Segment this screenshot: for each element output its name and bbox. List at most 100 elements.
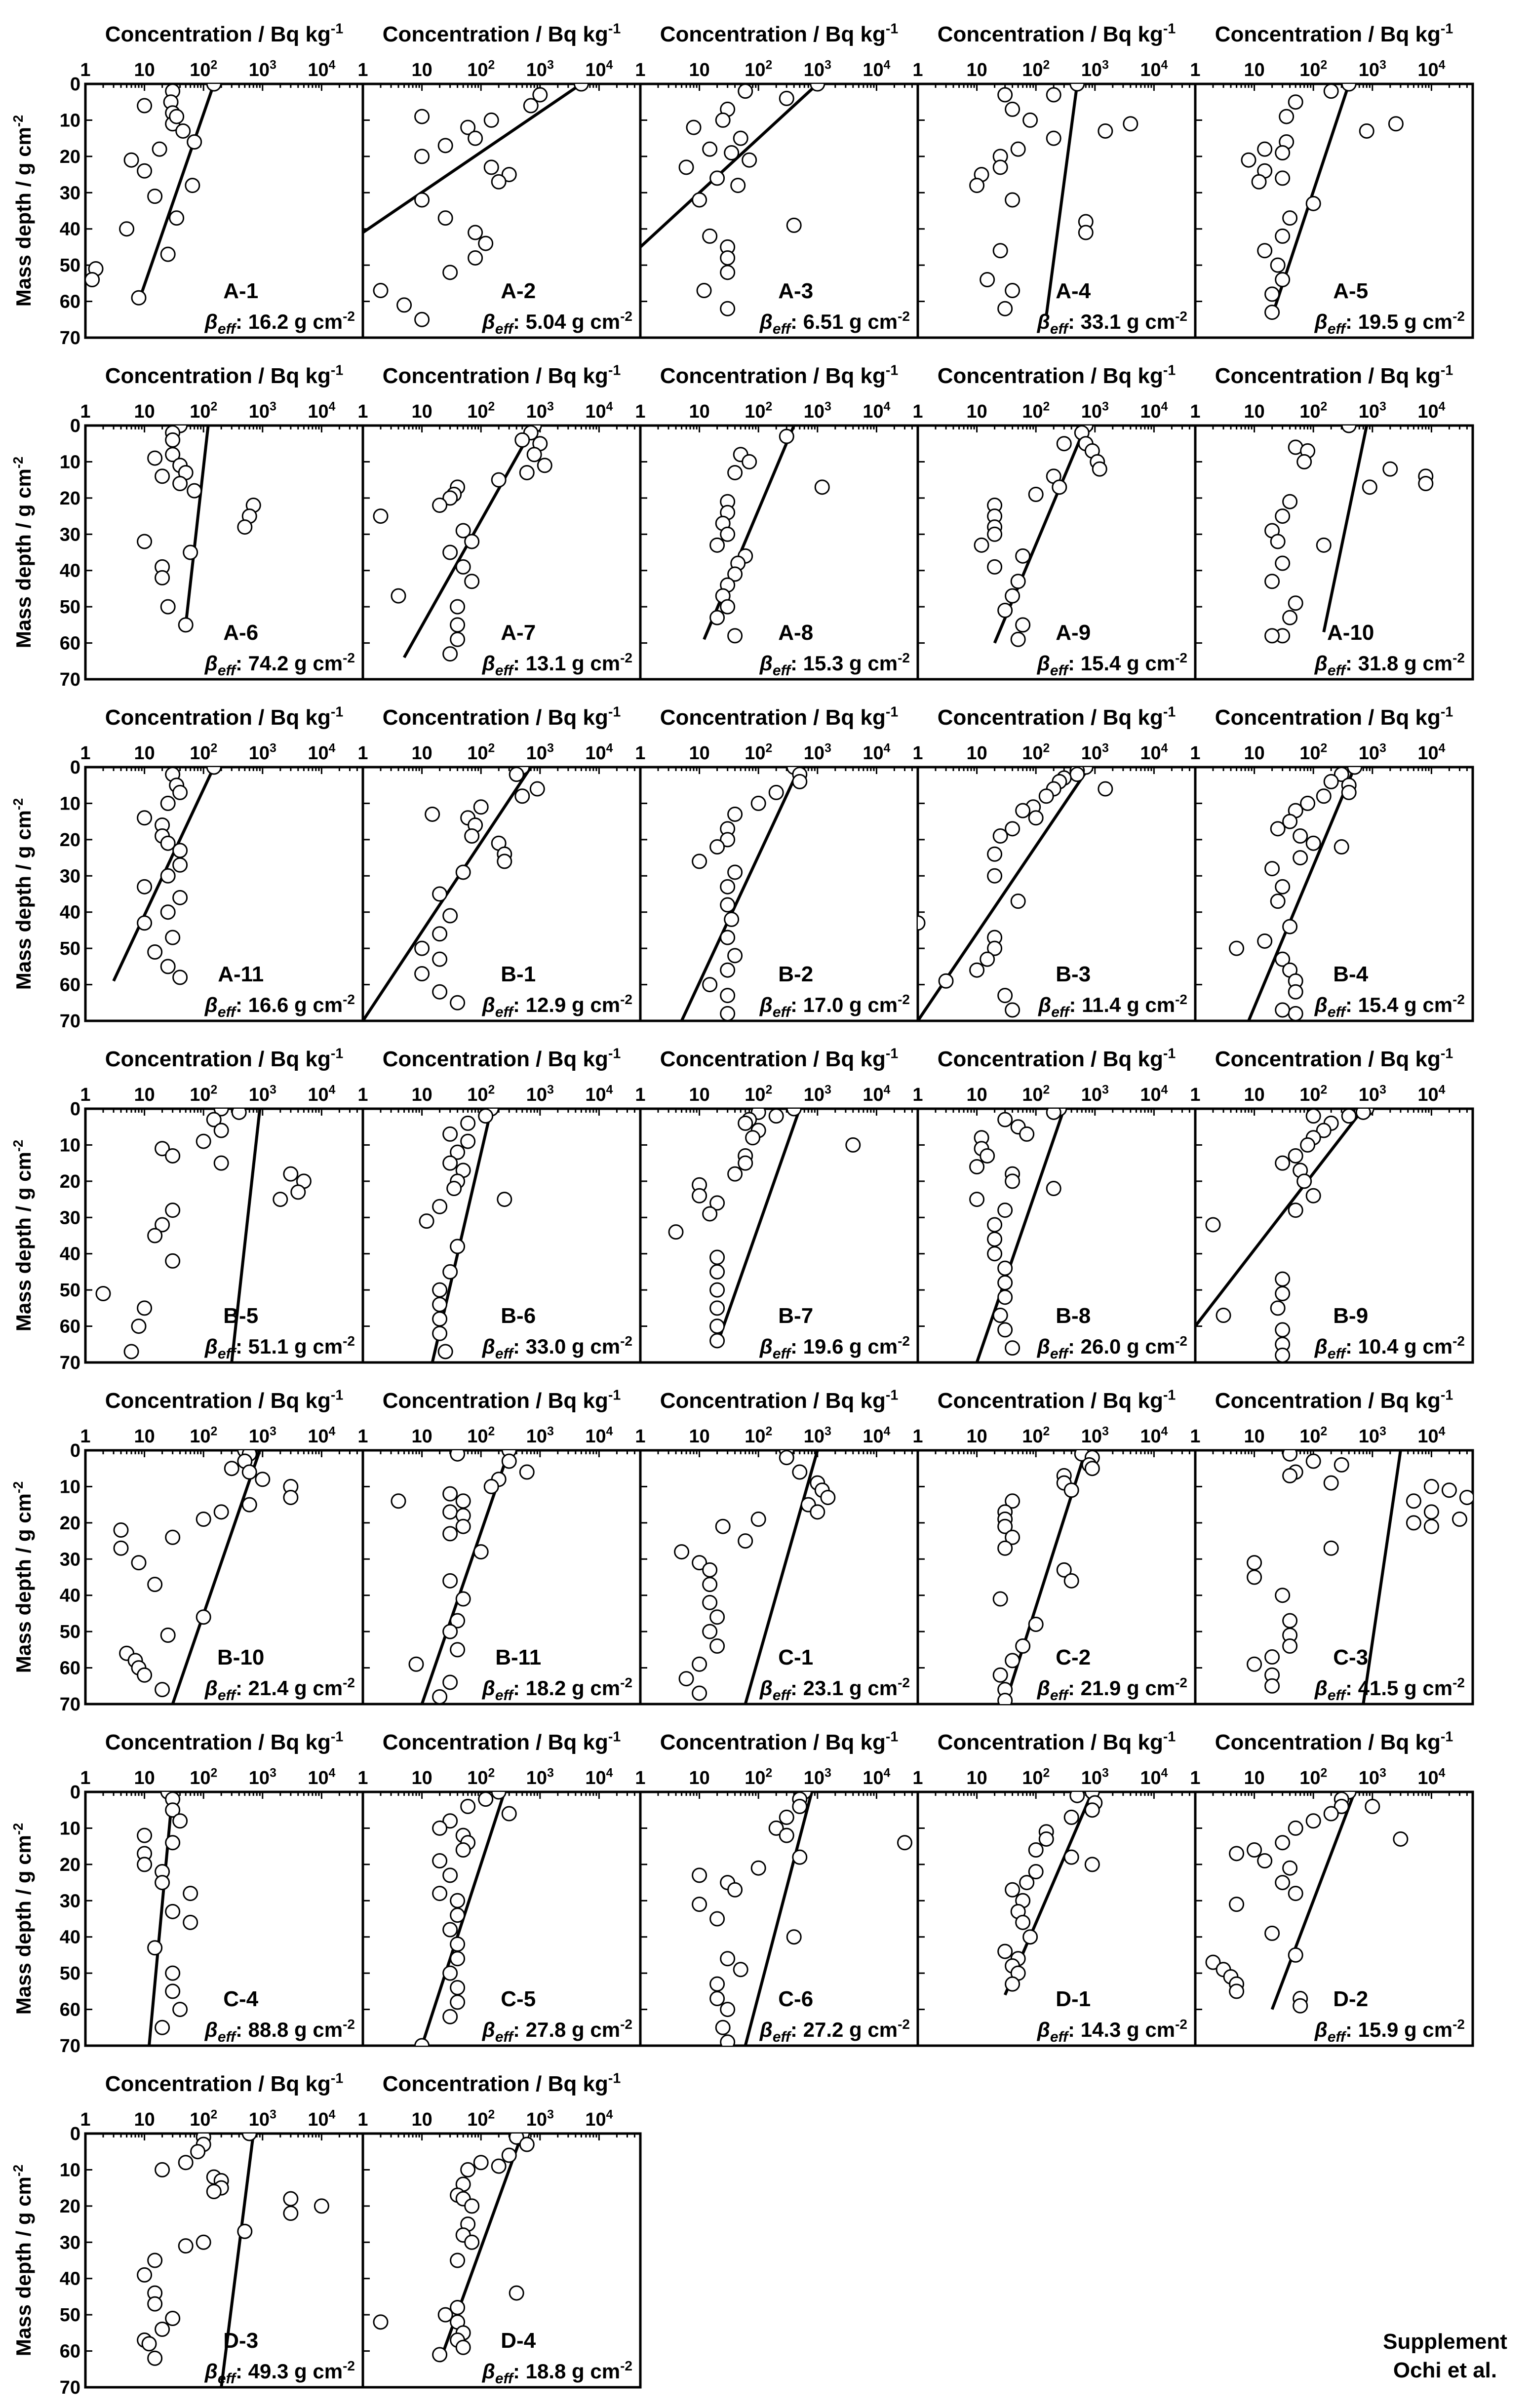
data-point [442, 2009, 458, 2024]
data-point [1296, 1173, 1312, 1189]
data-point [1205, 1954, 1221, 1970]
data-point [997, 1540, 1013, 1556]
data-point [419, 1213, 434, 1229]
y-tick-label: 50 [60, 1622, 80, 1642]
panel-name: B-8 [1056, 1304, 1091, 1328]
data-point [702, 1624, 718, 1639]
data-point [720, 526, 736, 542]
data-point [1270, 1300, 1286, 1316]
data-point [165, 1203, 181, 1218]
x-tick-label: 103 [804, 1084, 831, 1105]
data-point [779, 1809, 794, 1825]
x-tick-label: 103 [526, 742, 554, 764]
data-point [1038, 1831, 1054, 1847]
data-point [147, 2296, 163, 2312]
data-point [702, 1206, 718, 1222]
x-tick-label: 103 [1081, 1767, 1109, 1788]
data-point [992, 159, 1008, 175]
fit-line [148, 1792, 174, 2046]
data-point [702, 1594, 718, 1610]
fit-line [703, 426, 795, 640]
y-tick-label: 70 [60, 1353, 80, 1373]
data-point [987, 940, 1003, 956]
plot-frame [361, 2132, 642, 2389]
x-tick-label: 103 [804, 1425, 831, 1447]
data-point [1282, 814, 1298, 829]
beta-eff-label: βeff: 16.6 g cm-2 [204, 992, 355, 1020]
data-point [1365, 1798, 1380, 1814]
data-point [290, 1184, 306, 1200]
data-point [727, 1882, 743, 1898]
x-tick-label: 1 [80, 1085, 90, 1105]
data-point [987, 868, 1003, 884]
data-point [1257, 933, 1273, 949]
data-point [160, 835, 176, 851]
data-point [131, 1319, 147, 1334]
data-point [442, 490, 458, 506]
fit-line [230, 1109, 262, 1362]
fit-line [184, 426, 210, 625]
data-point [137, 915, 153, 931]
panel-b-2: 1 10 102 103 104 Concentration / Bq kg-1 B-2 βe… [635, 704, 919, 1022]
data-point [113, 1540, 129, 1556]
x-tick-label: 1 [357, 60, 368, 80]
x-tick-label: 10 [966, 60, 987, 80]
data-point [437, 2307, 453, 2323]
x-tick-label: 102 [1022, 1425, 1050, 1447]
x-tick-label: 103 [526, 1767, 554, 1788]
data-point [1015, 1914, 1031, 1930]
x-tick-label: 1 [635, 1085, 645, 1105]
data-point [709, 1319, 725, 1334]
data-point [768, 1109, 784, 1124]
data-point [1005, 1002, 1020, 1018]
panel-name: D-4 [501, 2329, 536, 2353]
data-point [792, 1464, 808, 1480]
data-point [172, 1813, 188, 1829]
data-point [720, 988, 736, 1004]
x-axis-label: Concentration / Bq kg-1 [105, 1729, 344, 1754]
data-point [692, 1656, 707, 1672]
beta-eff-label: βeff: 21.4 g cm-2 [204, 1675, 355, 1704]
data-point [709, 1991, 725, 2007]
panel-name: C-6 [778, 1987, 813, 2011]
data-point [396, 297, 412, 313]
data-point [165, 1253, 181, 1269]
x-axis-label: Concentration / Bq kg-1 [660, 1046, 899, 1071]
fit-line [744, 1450, 819, 1704]
data-point [709, 1333, 725, 1349]
y-tick-label: 60 [60, 2000, 80, 2020]
panel-name: D-2 [1333, 1987, 1368, 2011]
data-point [1264, 628, 1280, 644]
data-point [1270, 893, 1286, 909]
x-tick-label: 102 [467, 2108, 495, 2130]
data-point [1282, 1613, 1298, 1629]
data-point [137, 1300, 153, 1316]
x-tick-label: 103 [526, 1425, 554, 1447]
data-point [1459, 1489, 1473, 1505]
data-point [727, 948, 743, 964]
data-point [450, 1642, 466, 1658]
data-point [1275, 170, 1291, 186]
data-point [997, 1518, 1013, 1534]
data-point [997, 87, 1013, 103]
data-point [147, 2350, 163, 2366]
data-point [391, 588, 406, 604]
data-point [1264, 1925, 1280, 1941]
data-point [519, 1464, 535, 1480]
data-point [1022, 1929, 1038, 1945]
x-tick-label: 102 [745, 1084, 772, 1105]
data-point [178, 2238, 194, 2254]
data-point [1084, 1857, 1100, 1872]
data-point [455, 1591, 471, 1607]
x-tick-label: 103 [1081, 59, 1109, 80]
data-point [1323, 1475, 1339, 1491]
data-point [1264, 1649, 1280, 1665]
panel-b-7: 1 10 102 103 104 Concentration / Bq kg-1 B-7 βe… [635, 1046, 919, 1364]
data-point [529, 781, 545, 797]
beta-eff-label: βeff: 16.2 g cm-2 [204, 309, 355, 337]
data-point [738, 1155, 753, 1171]
data-point [1005, 192, 1020, 208]
data-point [1275, 1875, 1291, 1891]
data-point [464, 828, 480, 844]
panel-name: C-2 [1056, 1645, 1091, 1670]
